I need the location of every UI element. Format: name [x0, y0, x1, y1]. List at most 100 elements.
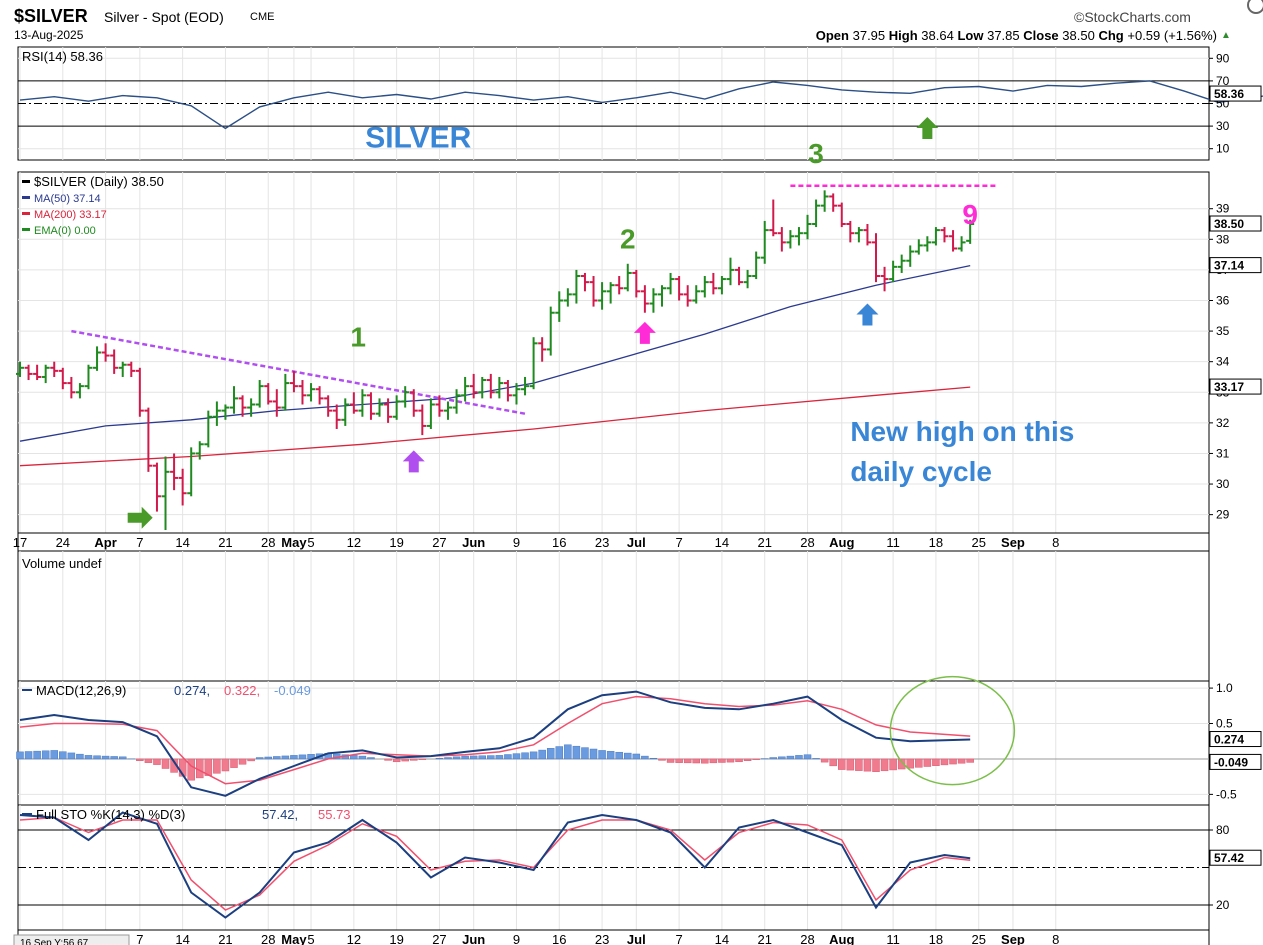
low-label: Low	[957, 28, 984, 43]
ohlc-bar	[212, 401, 221, 426]
ohlc-bar	[366, 392, 375, 420]
ma200-value-label-box	[1209, 378, 1262, 395]
chg-value: +0.59 (+1.56%)	[1127, 28, 1217, 43]
ohlc-bar	[401, 386, 410, 408]
ohlc-bar	[812, 199, 821, 228]
sto-value-label: 57.42	[1209, 849, 1262, 866]
histogram-bar	[658, 758, 666, 761]
ohlc-bar	[152, 462, 161, 512]
histogram-bar	[33, 750, 41, 760]
sto-legend-k: 57.42,	[262, 807, 298, 822]
ohlc-bar	[846, 220, 855, 243]
histogram-bar	[820, 758, 829, 763]
legend-swatch	[22, 212, 30, 215]
ma200-value-label-text: 33.17	[1214, 380, 1244, 394]
histogram-bar	[752, 758, 760, 760]
price-bars	[16, 190, 975, 530]
settings-circle-icon[interactable]	[1247, 0, 1263, 14]
ohlc-bar	[632, 269, 641, 298]
y-tick-label: 38	[1216, 232, 1230, 246]
ohlc-bar	[940, 227, 949, 243]
ohlc-bar	[452, 389, 461, 414]
ohlc-bar	[426, 398, 435, 429]
histogram-bar	[358, 755, 367, 760]
ohlc-bar	[247, 398, 256, 417]
x-tick-label: 14	[715, 932, 729, 945]
rsi-value-label: 58.36	[1209, 85, 1262, 102]
histogram-bar	[855, 758, 863, 771]
ohlc-bar	[529, 337, 538, 390]
ohlc-bar	[829, 193, 838, 212]
x-tick-label: 21	[757, 535, 771, 550]
vol-vgrid	[19, 551, 1057, 681]
ohlc-bar	[298, 380, 307, 405]
histogram-bar	[255, 757, 264, 760]
legend-swatch	[22, 196, 30, 199]
ma200-value-label: 33.17	[1209, 378, 1262, 395]
ohlc-bar	[255, 380, 264, 408]
ohlc-bar	[872, 233, 880, 283]
histogram-bar	[469, 755, 478, 760]
price-y-axis: 3938373635343332313029	[1209, 202, 1230, 522]
histogram-bar	[418, 758, 427, 760]
x-tick-label: Jun	[462, 932, 485, 945]
histogram-bar	[144, 758, 153, 763]
sto-legend-d: 55.73	[318, 807, 351, 822]
ohlc-bar	[110, 349, 119, 374]
rsi-hgrid	[18, 57, 1209, 150]
macd-value-label: 0.274	[1209, 731, 1262, 748]
ohlc-bar	[349, 392, 358, 414]
x-tick-label: 8	[1052, 932, 1059, 945]
ohlc-bar	[692, 285, 701, 304]
ohlc-bar	[272, 389, 281, 417]
histogram-bar	[298, 754, 307, 760]
histogram-bar	[281, 755, 290, 760]
x-tick-label: 12	[347, 535, 361, 550]
price-panel	[17, 171, 1210, 534]
x-tick-label: 14	[175, 932, 189, 945]
ohlc-bar	[512, 383, 521, 405]
x-tick-label: 28	[261, 932, 275, 945]
ohlc-bar	[195, 441, 204, 460]
histogram-bar	[718, 758, 726, 763]
price-hgrid	[18, 208, 1209, 516]
histogram-bar	[478, 755, 486, 760]
y-tick-label: 70	[1216, 74, 1230, 88]
histogram-bar	[555, 746, 564, 760]
ohlc-bar	[752, 251, 761, 280]
macd-panel	[17, 680, 1210, 806]
ohlc-bar	[794, 227, 803, 246]
ohlc-bar	[675, 276, 684, 301]
note-line-1: New high on this	[850, 416, 1074, 447]
ohlc-bar	[863, 224, 872, 246]
rsi-value-label-box	[1209, 85, 1262, 102]
macd-legend-title: MACD(12,26,9)	[36, 683, 126, 698]
pink-up-arrow	[633, 321, 656, 344]
histogram-bar	[726, 758, 735, 763]
open-label: Open	[815, 28, 849, 43]
histogram-bar	[743, 758, 752, 761]
y-tick-label: -0.5	[1216, 787, 1237, 801]
histogram-bar	[615, 751, 623, 760]
histogram-bar	[367, 757, 375, 760]
x-tick-label: 28	[800, 535, 814, 550]
ma50-value-label-box	[1209, 257, 1262, 274]
histogram-bar	[529, 751, 538, 760]
y-tick-label: 10	[1216, 142, 1230, 156]
legend-entry: MA(200) 33.17	[34, 209, 107, 221]
histogram-bar	[67, 752, 76, 760]
x-tick-label: 28	[800, 932, 814, 945]
sto-d-line	[19, 816, 971, 911]
cycle-label-2: 2	[620, 223, 636, 254]
ohlc-bar	[658, 285, 666, 307]
ohlc-bar	[760, 220, 769, 264]
chart-date: 13-Aug-2025	[14, 28, 84, 42]
ohlc-bar	[392, 395, 401, 420]
silver-title: SILVER	[365, 122, 471, 155]
histogram-bar	[247, 758, 255, 762]
rsi-line	[19, 80, 1263, 130]
blue-up-arrow	[856, 303, 879, 326]
ohlc-bar	[170, 453, 179, 491]
ohlc-bar	[726, 257, 735, 286]
